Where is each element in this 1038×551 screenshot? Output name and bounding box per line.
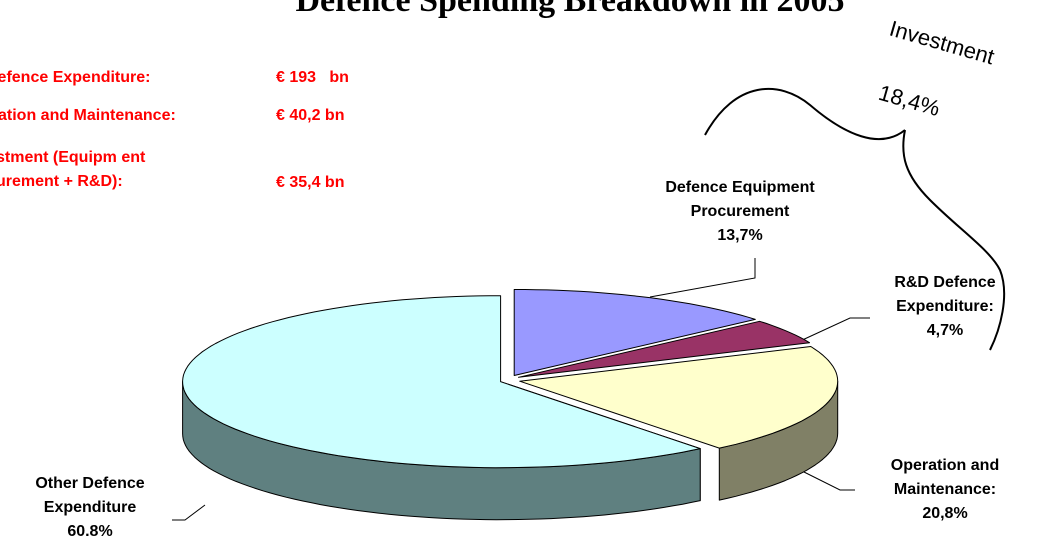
slice-label: Other Defence Expenditure 60.8% [0, 472, 180, 544]
slice-value: 4,7% [926, 322, 964, 339]
leader-lines [172, 258, 870, 521]
leader-line [649, 258, 756, 298]
slice [513, 289, 756, 376]
slice-value: 60.8% [67, 523, 113, 540]
slice-label: Operation and Maintenance: 20,8% [855, 454, 1035, 526]
summary-value: € 193 bn [276, 69, 349, 86]
slice-value: 20,8% [922, 505, 968, 522]
summary-value: € 40,2 bn [276, 107, 345, 124]
summary-label: ation and Maintenance: [0, 107, 176, 124]
slice [182, 295, 701, 469]
slice-name: Other Defence Expenditure [35, 475, 145, 516]
leader-line [799, 469, 855, 491]
slice-value: 13,7% [717, 227, 763, 244]
brace [902, 129, 1006, 351]
summary-value: € 35,4 bn [276, 174, 345, 191]
brace [704, 87, 906, 140]
slice [518, 320, 810, 378]
summary-text: Defence Expenditure: [0, 69, 151, 86]
slice-label: Defence Equipment Procurement 13,7% [640, 176, 840, 248]
investment-brace [704, 87, 1006, 351]
slice-name: R&D Defence Expenditure: [894, 274, 996, 315]
slice-name: Defence Equipment Procurement [665, 179, 815, 220]
leader-line [797, 317, 870, 343]
summary-label: stment (Equipm ent urement + R&D): [0, 149, 146, 190]
chart-title: Defence Spending Breakdown in 2005 [295, 0, 845, 19]
slice [519, 346, 839, 449]
slice-name: Operation and Maintenance: [890, 457, 1000, 498]
leader-line [172, 504, 206, 521]
slice-label: R&D Defence Expenditure: 4,7% [860, 271, 1030, 343]
